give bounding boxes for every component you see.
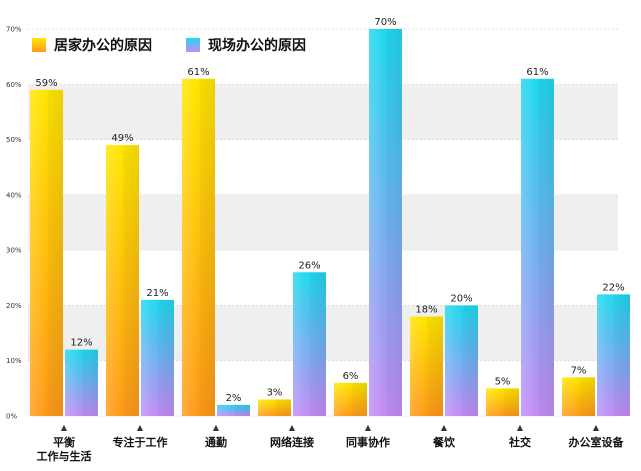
legend-swatch [32,38,46,52]
y-tick-label: 0% [6,413,17,421]
bar-shading [182,78,215,416]
category-marker: ▲ [517,423,524,432]
category-marker: ▲ [365,423,372,432]
bar-shading [30,89,63,417]
bar-shading [445,305,478,416]
bar-shading [217,404,250,416]
bars [30,29,630,417]
category-label: 社交 [508,435,531,449]
legend-label: 现场办公的原因 [208,37,306,54]
category-marker: ▲ [137,423,144,432]
data-label: 59% [35,78,57,89]
bar-shading [334,382,367,416]
data-label: 7% [571,365,587,376]
category-marker: ▲ [441,423,448,432]
category-label: 网络连接 [270,435,314,449]
y-tick-label: 60% [6,81,22,89]
y-tick-label: 30% [6,247,22,255]
category-label: 办公室设备 [569,435,625,449]
data-label: 21% [146,288,168,299]
data-label: 5% [495,376,511,387]
data-label: 22% [602,282,624,293]
legend-label: 居家办公的原因 [54,37,152,54]
data-label: 20% [450,293,472,304]
bar-shading [369,29,402,416]
category-label: 工作与生活 [37,449,92,463]
legend-swatch [186,38,200,52]
data-label: 12% [70,338,92,349]
data-label: 3% [267,387,283,398]
data-label: 61% [187,67,209,78]
category-label: 餐饮 [432,435,456,449]
data-label: 49% [111,133,133,144]
data-label: 61% [526,67,548,78]
y-axis-ticks: 0% 10% 20% 30% 40% 50% 60% 70% [6,26,22,421]
category-marker: ▲ [61,423,68,432]
bar-shading [521,78,554,416]
data-labels: 59% 12% 49% 21% 61% 2% 3% 26% 6% 70% 18% 20% 5% 61% 7%… [35,17,624,404]
data-label: 70% [374,17,396,28]
bar-shading [597,294,630,416]
bar-shading [65,349,98,416]
bar-shading [293,272,326,416]
category-marker: ▲ [289,423,296,432]
category-label: 平衡 [53,435,75,449]
data-label: 6% [343,371,359,382]
bar-shading [258,399,291,416]
category-marker: ▲ [593,423,600,432]
bar-shading [106,145,139,416]
bar-shading [141,299,174,416]
legend: 居家办公的原因 现场办公的原因 [32,37,306,54]
data-label: 18% [415,304,437,315]
y-tick-label: 50% [6,136,22,144]
category-label: 专注于工作 [113,435,168,449]
bar-shading [410,316,443,416]
data-label: 2% [226,393,242,404]
category-label: 通勤 [205,435,227,449]
y-tick-label: 10% [6,357,22,365]
y-tick-label: 40% [6,191,22,199]
bar-shading [562,377,595,416]
category-marker: ▲ [213,423,220,432]
data-label: 26% [298,260,320,271]
grid-band [28,84,618,140]
category-label: 同事协作 [346,435,390,449]
bar-shading [486,388,519,416]
y-tick-label: 20% [6,302,22,310]
y-tick-label: 70% [6,26,22,34]
